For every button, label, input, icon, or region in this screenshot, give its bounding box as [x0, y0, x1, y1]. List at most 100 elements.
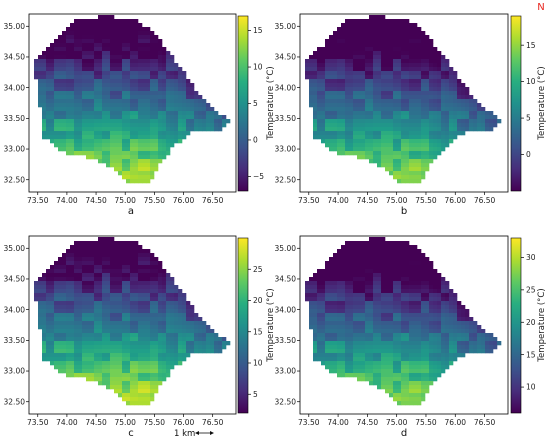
raster-cell — [138, 67, 143, 72]
raster-cell — [86, 309, 91, 314]
raster-cell — [82, 39, 87, 44]
raster-cell — [397, 147, 402, 152]
raster-cell — [349, 357, 354, 362]
raster-cell — [134, 325, 139, 330]
raster-cell — [417, 305, 422, 310]
raster-cell — [385, 293, 390, 298]
raster-cell — [417, 103, 422, 108]
raster-cell — [54, 273, 59, 278]
raster-cell — [313, 329, 318, 334]
raster-cell — [130, 175, 135, 180]
raster-cell — [38, 59, 43, 64]
raster-cell — [126, 151, 131, 156]
raster-cell — [393, 167, 398, 172]
raster-cell — [445, 91, 450, 96]
raster-cell — [162, 111, 167, 116]
raster-cell — [66, 31, 71, 36]
raster-cell — [369, 87, 374, 92]
raster-cell — [122, 71, 127, 76]
raster-cell — [38, 75, 43, 80]
raster-cell — [333, 39, 338, 44]
raster-cell — [309, 87, 314, 92]
raster-cell — [409, 337, 414, 342]
raster-cell — [493, 115, 498, 120]
raster-cell — [389, 131, 394, 136]
raster-cell — [150, 365, 155, 370]
raster-cell — [341, 95, 346, 100]
raster-cell — [317, 329, 322, 334]
raster-cell — [337, 27, 342, 32]
raster-cell — [349, 55, 354, 60]
raster-cell — [94, 337, 99, 342]
raster-cell — [353, 361, 358, 366]
raster-cell — [150, 171, 155, 176]
raster-cell — [134, 365, 139, 370]
raster-cell — [102, 309, 107, 314]
raster-cell — [429, 103, 434, 108]
raster-cell — [381, 111, 386, 116]
raster-cell — [146, 361, 151, 366]
raster-cell — [146, 103, 151, 108]
raster-cell — [122, 249, 127, 254]
raster-cell — [186, 107, 191, 112]
raster-cell — [425, 289, 430, 294]
raster-cell — [353, 79, 358, 84]
raster-cell — [397, 139, 402, 144]
raster-cell — [162, 59, 167, 64]
raster-cell — [397, 397, 402, 402]
raster-cell — [118, 143, 123, 148]
raster-cell — [417, 321, 422, 326]
raster-cell — [110, 43, 115, 48]
raster-cell — [66, 369, 71, 374]
x-tick-label: 73.50 — [27, 418, 49, 427]
raster-cell — [106, 313, 111, 318]
raster-cell — [58, 277, 63, 282]
raster-cell — [401, 357, 406, 362]
raster-cell — [118, 273, 123, 278]
raster-cell — [425, 309, 430, 314]
raster-cell — [345, 361, 350, 366]
raster-cell — [142, 87, 147, 92]
raster-cell — [190, 123, 195, 128]
raster-cell — [437, 115, 442, 120]
raster-cell — [118, 163, 123, 168]
raster-cell — [178, 357, 183, 362]
raster-cell — [182, 321, 187, 326]
raster-cell — [202, 333, 207, 338]
raster-cell — [146, 123, 151, 128]
raster-cell — [82, 333, 87, 338]
raster-cell — [393, 305, 398, 310]
x-tick-label: 74.50 — [357, 196, 379, 205]
raster-cell — [102, 27, 107, 32]
raster-cell — [317, 349, 322, 354]
raster-cell — [70, 143, 75, 148]
raster-cell — [405, 47, 410, 52]
raster-cell — [449, 115, 454, 120]
raster-cell — [154, 67, 159, 72]
raster-cell — [365, 281, 370, 286]
raster-cell — [317, 107, 322, 112]
raster-cell — [98, 237, 103, 242]
raster-cell — [325, 265, 330, 270]
raster-cell — [166, 79, 171, 84]
raster-cell — [130, 155, 135, 160]
raster-cell — [94, 325, 99, 330]
raster-cell — [158, 43, 163, 48]
raster-cell — [178, 297, 183, 302]
raster-cell — [94, 305, 99, 310]
raster-cell — [186, 111, 191, 116]
raster-cell — [353, 147, 358, 152]
raster-cell — [118, 99, 123, 104]
raster-cell — [78, 55, 83, 60]
raster-cell — [106, 297, 111, 302]
raster-cell — [369, 51, 374, 56]
raster-cell — [361, 261, 366, 266]
raster-cell — [393, 369, 398, 374]
raster-cell — [146, 313, 151, 318]
raster-cell — [333, 119, 338, 124]
raster-cell — [393, 317, 398, 322]
raster-cell — [329, 313, 334, 318]
raster-cell — [102, 99, 107, 104]
raster-cell — [401, 297, 406, 302]
